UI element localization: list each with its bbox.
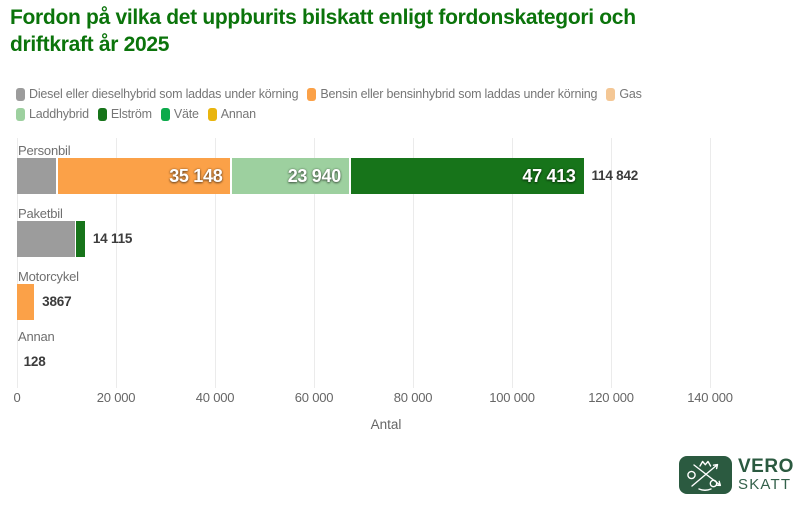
legend-label: Väte <box>173 107 199 121</box>
gridline <box>116 138 117 388</box>
total-label-personbil: 114 842 <box>591 168 639 183</box>
bar-segment-personbil-laddhybrid[interactable]: 23 940 <box>232 158 349 194</box>
category-label-paketbil: Paketbil <box>18 206 63 221</box>
bar-segment-paketbil-elstrom[interactable] <box>76 221 86 257</box>
legend-swatch-icon <box>160 107 170 121</box>
chart-legend: Diesel eller dieselhybrid som laddas und… <box>16 87 788 121</box>
gridline <box>17 138 18 388</box>
bar-segment-motorcykel-bensin[interactable] <box>17 284 35 320</box>
gridline <box>314 138 315 388</box>
legend-item-vate[interactable]: Väte <box>160 107 199 121</box>
legend-label: Diesel eller dieselhybrid som laddas und… <box>29 87 299 101</box>
gridline <box>413 138 414 388</box>
x-tick-80000: 80 000 <box>393 390 433 405</box>
x-tick-140000: 140 000 <box>687 390 733 405</box>
legend-label: Bensin eller bensinhybrid som laddas und… <box>320 87 598 101</box>
legend-label: Gas <box>619 87 642 101</box>
total-label-paketbil: 14 115 <box>92 231 133 246</box>
category-label-annan: Annan <box>18 329 55 344</box>
logo-text-skatt: SKATT <box>738 476 792 493</box>
bar-segment-personbil-elstrom[interactable]: 47 413 <box>350 158 584 194</box>
total-label-motorcykel: 3867 <box>42 294 72 309</box>
gridline <box>215 138 216 388</box>
vero-logo-text: VERO SKATT <box>738 456 794 493</box>
gridline <box>710 138 711 388</box>
legend-swatch-icon <box>97 107 107 121</box>
total-label-annan: 128 <box>23 354 46 369</box>
legend-swatch-icon <box>207 107 217 121</box>
x-tick-120000: 120 000 <box>588 390 634 405</box>
legend-item-annan[interactable]: Annan <box>207 107 256 121</box>
x-tick-100000: 100 000 <box>489 390 535 405</box>
logo-text-vero: VERO <box>738 456 794 477</box>
legend-label: Elström <box>110 107 152 121</box>
legend-item-gas[interactable]: Gas <box>606 87 642 101</box>
legend-item-diesel-eller-dieselhybrid-som-laddas-under-korning[interactable]: Diesel eller dieselhybrid som laddas und… <box>16 87 299 101</box>
bar-value-label: 23 940 <box>287 166 342 186</box>
legend-swatch-icon <box>16 107 25 121</box>
legend-label: Annan <box>220 107 256 121</box>
x-tick-20000: 20 000 <box>96 390 136 405</box>
bar-segment-personbil-diesel[interactable] <box>17 158 57 194</box>
bar-segment-paketbil-diesel[interactable] <box>17 221 75 257</box>
bar-value-label: 35 148 <box>169 166 223 186</box>
category-label-motorcykel: Motorcykel <box>18 269 79 284</box>
x-axis-title: Antal <box>370 417 402 432</box>
legend-item-bensin-eller-bensinhybrid-som-laddas-under-korning[interactable]: Bensin eller bensinhybrid som laddas und… <box>307 87 598 101</box>
gridline <box>512 138 513 388</box>
legend-label: Laddhybrid <box>29 107 89 121</box>
x-tick-40000: 40 000 <box>195 390 235 405</box>
page-title-line1: Fordon på vilka det uppburits bilskatt e… <box>10 6 636 29</box>
legend-swatch-icon <box>307 87 317 101</box>
legend-item-laddhybrid[interactable]: Laddhybrid <box>16 107 89 121</box>
vero-skatt-logo: VERO SKATT <box>679 456 794 494</box>
bar-value-label: 47 413 <box>522 166 576 186</box>
vero-emblem-icon <box>679 456 732 494</box>
legend-swatch-icon <box>16 87 25 101</box>
x-tick-60000: 60 000 <box>294 390 334 405</box>
legend-swatch-icon <box>606 87 616 101</box>
legend-item-elstrom[interactable]: Elström <box>97 107 152 121</box>
page-title: Fordon på vilka det uppburits bilskatt e… <box>10 4 636 59</box>
page-title-line2: driftkraft år 2025 <box>10 33 170 57</box>
category-label-personbil: Personbil <box>18 143 71 158</box>
bar-segment-personbil-bensin[interactable]: 35 148 <box>58 158 231 194</box>
gridline <box>611 138 612 388</box>
x-tick-0: 0 <box>13 390 21 405</box>
